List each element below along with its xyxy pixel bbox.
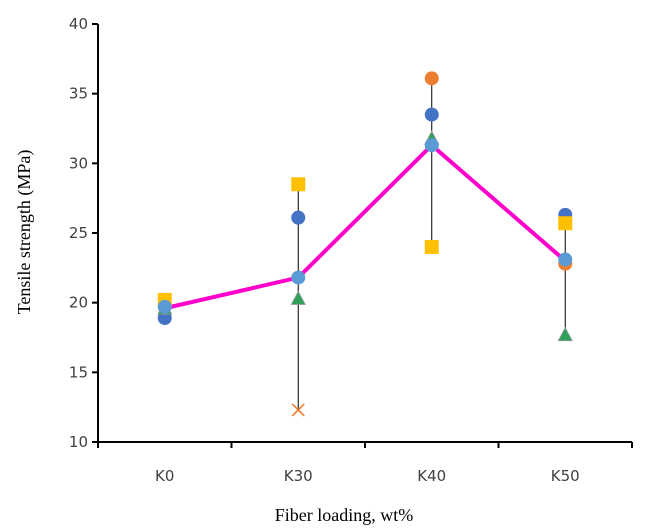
y-tick-label-20: 20: [69, 294, 88, 312]
y-tick-label-40: 40: [69, 15, 88, 33]
tick-labels: 10 15 20 25 30 35 40 K0 K30 K40 K50: [69, 15, 580, 485]
data-point-s4-k30: [291, 177, 306, 192]
markers: [157, 71, 573, 417]
x-axis-title: Fiber loading, wt%: [275, 505, 413, 525]
data-point-s6-k0: [157, 299, 172, 314]
y-tick-label-25: 25: [69, 224, 88, 242]
x-tick-label-k40: K40: [417, 467, 446, 485]
axes: [92, 23, 633, 448]
x-tick-label-k0: K0: [155, 467, 174, 485]
data-point-s4-k50: [558, 216, 573, 231]
y-tick-label-30: 30: [69, 154, 88, 172]
data-point-s5-k30: [290, 290, 306, 305]
mean-line: [162, 143, 568, 311]
data-point-s4-k40: [424, 239, 439, 254]
y-tick-label-35: 35: [69, 85, 88, 103]
data-point-s5-k50: [557, 326, 573, 342]
mean-line-layer: [162, 143, 568, 311]
y-tick-label-10: 10: [69, 433, 88, 451]
data-point-s6-k30: [291, 270, 306, 285]
x-tick-label-k30: K30: [284, 467, 313, 485]
x-tick-label-k50: K50: [551, 467, 580, 485]
data-point-s1-k30: [291, 210, 306, 225]
data-point-s6-k50: [558, 252, 573, 267]
data-point-s3-k30: [291, 403, 305, 417]
y-tick-label-15: 15: [69, 363, 88, 381]
data-point-s2-k40: [424, 71, 439, 86]
y-axis-title: Tensile strength (MPa): [14, 150, 35, 315]
range-bars: [164, 78, 566, 410]
data-point-s6-k40: [424, 138, 439, 153]
data-point-s1-k40: [424, 107, 439, 122]
